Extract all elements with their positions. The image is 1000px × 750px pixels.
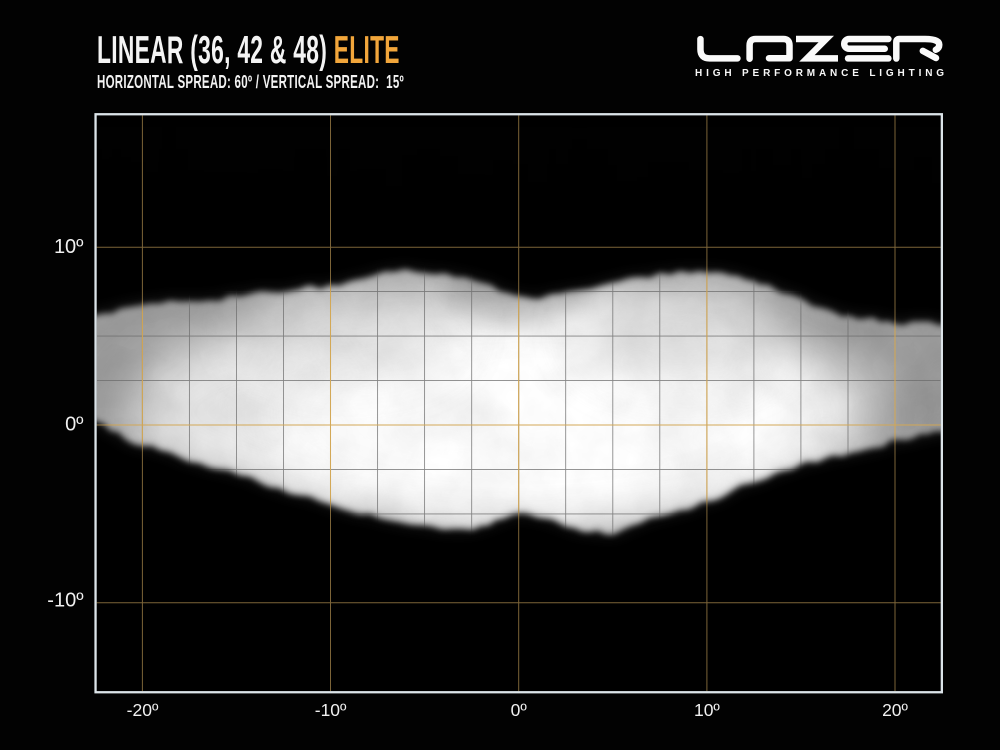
svg-text:-10º: -10º [315,700,347,720]
svg-text:-10º: -10º [47,590,84,612]
svg-text:-20º: -20º [127,700,159,720]
svg-text:0º: 0º [511,700,528,720]
svg-text:20º: 20º [882,700,908,720]
svg-text:10º: 10º [694,700,720,720]
svg-text:0º: 0º [65,414,84,436]
svg-text:10º: 10º [54,236,84,258]
